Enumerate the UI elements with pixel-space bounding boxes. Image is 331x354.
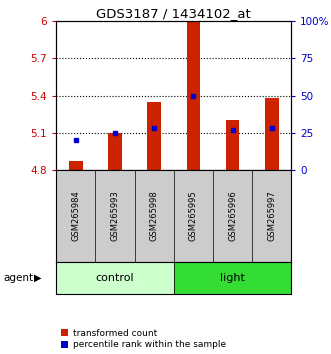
- Text: control: control: [96, 273, 134, 283]
- Bar: [69, 161, 83, 170]
- Legend: transformed count, percentile rank within the sample: transformed count, percentile rank withi…: [61, 329, 226, 349]
- Bar: [226, 120, 239, 170]
- Bar: [186, 21, 200, 170]
- Bar: [174, 262, 291, 294]
- Bar: [265, 98, 279, 170]
- Text: GSM265998: GSM265998: [150, 190, 159, 241]
- Bar: [108, 133, 122, 170]
- Text: light: light: [220, 273, 245, 283]
- Text: ▶: ▶: [34, 273, 42, 283]
- Bar: [56, 262, 174, 294]
- Bar: [147, 102, 161, 170]
- Text: GSM265984: GSM265984: [71, 190, 80, 241]
- Text: GSM265993: GSM265993: [111, 190, 119, 241]
- Text: GSM265997: GSM265997: [267, 190, 276, 241]
- Text: GSM265995: GSM265995: [189, 190, 198, 241]
- Title: GDS3187 / 1434102_at: GDS3187 / 1434102_at: [96, 7, 251, 20]
- Text: GSM265996: GSM265996: [228, 190, 237, 241]
- Text: agent: agent: [3, 273, 33, 283]
